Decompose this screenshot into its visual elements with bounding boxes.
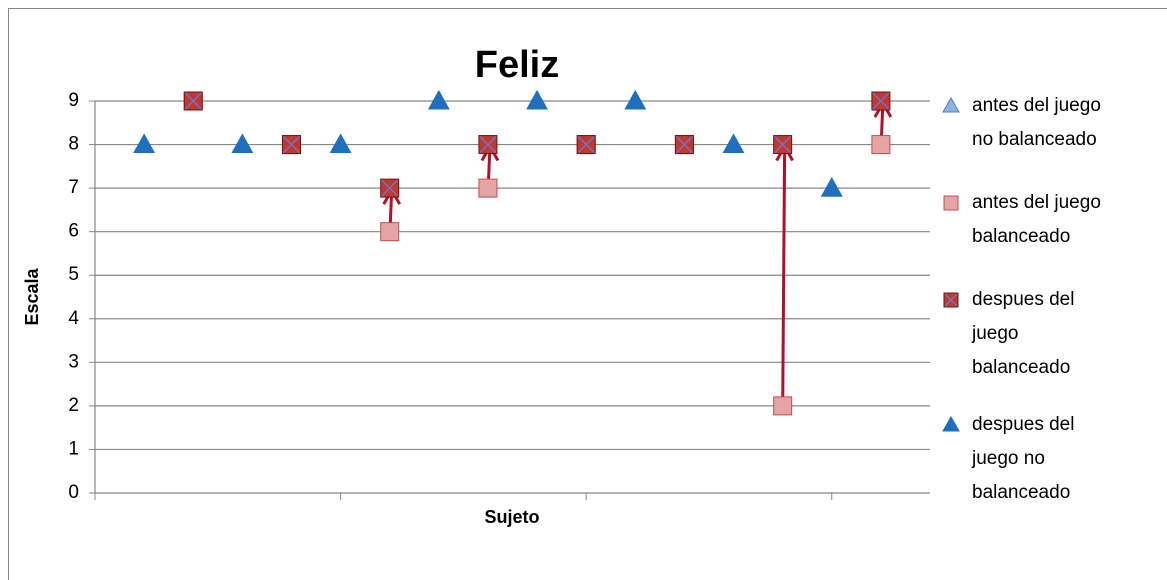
marker-triangle (133, 133, 155, 154)
legend-item: despues del juego no balanceado (942, 414, 1074, 503)
marker-cross (184, 92, 202, 110)
marker-cross (381, 179, 399, 197)
marker-square (380, 222, 400, 242)
marker-triangle (820, 177, 843, 197)
y-tick-label: 1 (68, 438, 79, 459)
marker-triangle (624, 89, 647, 110)
y-tick-label: 3 (68, 351, 79, 372)
y-tick-label: 9 (68, 90, 79, 111)
marker-square-x (674, 135, 694, 155)
legend-marker-cross (944, 293, 958, 307)
legend-label: antes del juego balanceado (972, 192, 1101, 247)
y-tick-label: 4 (68, 308, 79, 329)
y-tick-label: 0 (68, 482, 79, 503)
y-tick-label: 6 (68, 221, 79, 242)
legend-marker (943, 195, 959, 211)
chart-title: Feliz (475, 44, 559, 86)
y-axis-label: Escala (22, 267, 42, 325)
marker-square-x (183, 91, 203, 111)
marker-square (871, 135, 891, 155)
marker-triangle (231, 133, 254, 154)
legend-label: despues del juego balanceado (971, 289, 1074, 378)
y-tick-label: 2 (68, 395, 79, 416)
marker-triangle (329, 133, 352, 154)
legend-item: antes del juego balanceado (943, 192, 1101, 247)
legend-label: antes del juego no balanceado (972, 95, 1101, 150)
x-axis-label: Sujeto (484, 507, 539, 527)
marker-cross (774, 136, 792, 154)
legend-label: despues del juego no balanceado (971, 414, 1074, 503)
marker-square-x (281, 135, 301, 155)
marker-triangle (427, 89, 450, 110)
y-tick-label: 7 (68, 177, 79, 198)
marker-square-x (871, 91, 891, 111)
marker-square-x (576, 135, 596, 155)
y-tick-label: 5 (68, 264, 79, 285)
marker-cross (577, 136, 595, 154)
legend-marker (942, 96, 960, 113)
y-tick-label: 8 (68, 134, 79, 155)
series (183, 91, 891, 198)
legend-item: antes del juego no balanceado (942, 95, 1101, 150)
legend-item: despues del juego balanceado (943, 289, 1074, 378)
marker-square (773, 396, 793, 416)
series (133, 89, 843, 197)
marker-square-x (380, 178, 400, 198)
marker-square-x (773, 135, 793, 155)
marker-square (478, 178, 498, 198)
marker-square-x (478, 135, 498, 155)
arrow-shaft (781, 146, 787, 412)
marker-cross (872, 92, 890, 110)
marker-cross (675, 136, 693, 154)
marker-cross (282, 136, 301, 154)
marker-triangle (722, 133, 745, 154)
legend-marker (942, 415, 960, 432)
marker-triangle (526, 89, 548, 110)
marker-cross (479, 136, 497, 154)
